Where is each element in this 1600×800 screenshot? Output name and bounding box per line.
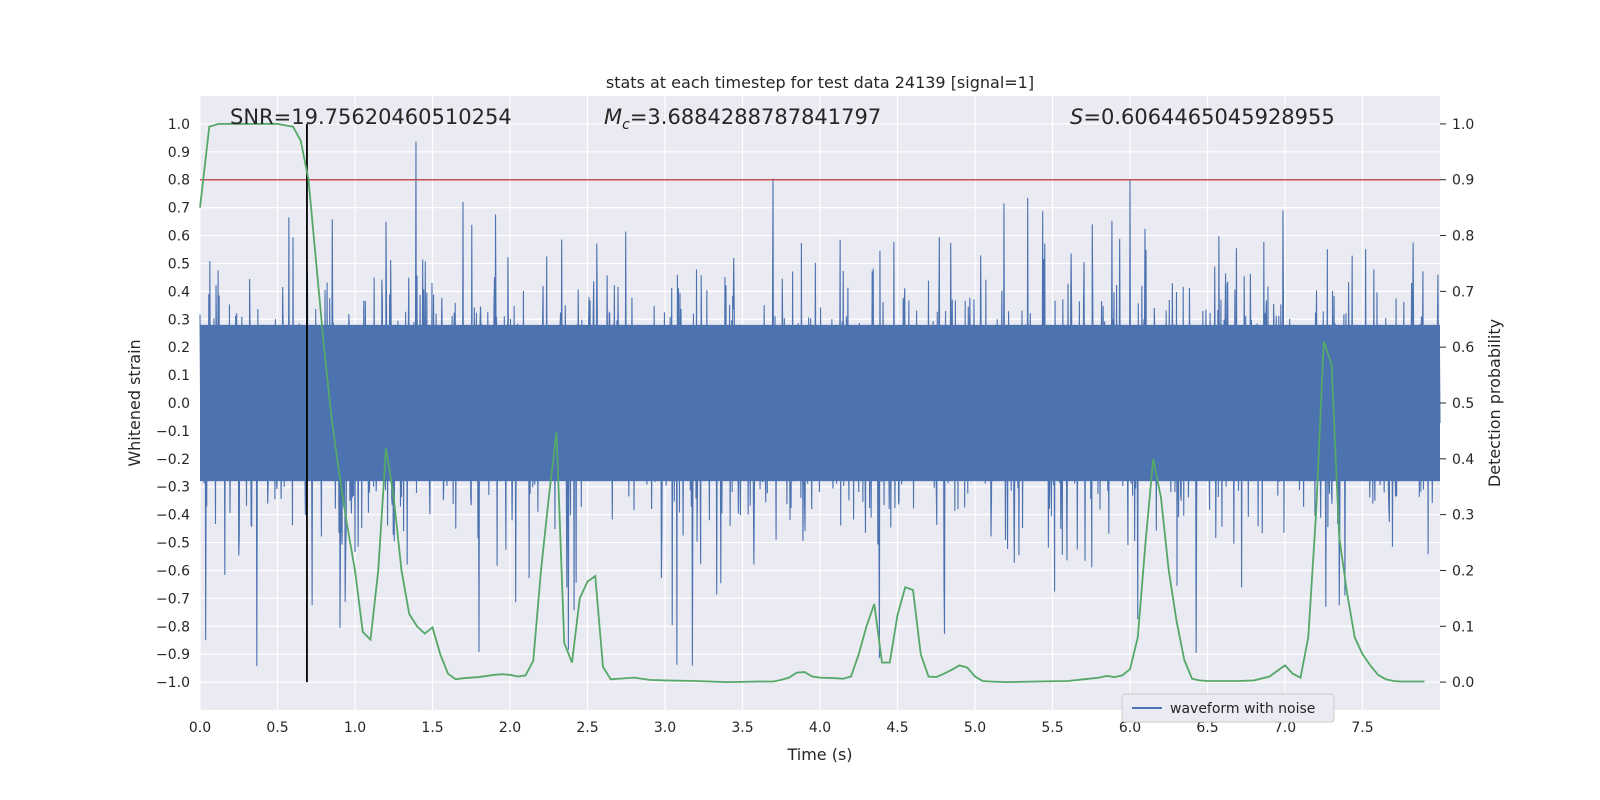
y-tick-label: −0.1 [156, 424, 190, 440]
x-tick-label: 2.0 [499, 720, 521, 736]
x-tick-label: 6.5 [1196, 720, 1218, 736]
y-tick-label: −0.8 [156, 619, 190, 635]
y-tick-label: −0.7 [156, 591, 190, 607]
x-tick-label: 3.5 [731, 720, 753, 736]
y-tick-label: −0.9 [156, 647, 190, 663]
x-tick-label: 4.0 [809, 720, 831, 736]
chirp-mass-symbol: M [604, 105, 622, 129]
y-axis-right-ticks: 1.0 0.9 0.8 0.7 0.6 0.5 0.4 0.3 0.2 0.1 0.0 [1440, 117, 1474, 691]
y-tick-label: 0.2 [168, 340, 190, 356]
chirp-mass-value: =3.6884288787841797 [630, 105, 881, 129]
x-tick-label: 3.0 [654, 720, 676, 736]
waveform-core-band [200, 324, 1440, 482]
x-tick-label: 7.0 [1274, 720, 1296, 736]
y2-tick-label: 0.8 [1452, 229, 1474, 245]
y2-tick-label: 0.7 [1452, 284, 1474, 300]
y-tick-label: 0.4 [168, 284, 190, 300]
y-tick-label: −0.6 [156, 563, 190, 579]
waveform-with-noise-series [199, 141, 1441, 666]
x-axis-ticks: 0.0 0.5 1.0 1.5 2.0 2.5 3.0 3.5 4.0 4.5 5.0 5.5 6.0 6… [189, 720, 1374, 736]
x-tick-label: 5.5 [1041, 720, 1063, 736]
s-annotation: S=0.6064465045928955 [1070, 105, 1335, 129]
chart-title: stats at each timestep for test data 241… [606, 73, 1034, 92]
y-axis-left-ticks: 1.0 0.9 0.8 0.7 0.6 0.5 0.4 0.3 0.2 0.1 0.0 −0.1 −0.… [156, 117, 190, 691]
y-tick-label: 0.6 [168, 229, 190, 245]
y-tick-label: −0.3 [156, 480, 190, 496]
x-tick-label: 4.5 [886, 720, 908, 736]
y-tick-label: −1.0 [156, 675, 190, 691]
y2-tick-label: 1.0 [1452, 117, 1474, 133]
y-axis-right-label: Detection probability [1485, 319, 1504, 487]
legend-box [1121, 693, 1335, 723]
y2-tick-label: 0.1 [1452, 619, 1474, 635]
y2-tick-label: 0.5 [1452, 396, 1474, 412]
chirp-mass-annotation: Mc=3.6884288787841797 [604, 105, 881, 133]
s-symbol: S [1070, 105, 1083, 129]
y2-tick-label: 0.9 [1452, 173, 1474, 189]
y-tick-label: −0.2 [156, 452, 190, 468]
y-tick-label: 0.1 [168, 368, 190, 384]
x-tick-label: 1.5 [421, 720, 443, 736]
y-tick-label: 0.9 [168, 145, 190, 161]
y-tick-label: 1.0 [168, 117, 190, 133]
y-tick-label: 0.5 [168, 256, 190, 272]
y2-tick-label: 0.3 [1452, 508, 1474, 524]
y2-tick-label: 0.4 [1452, 452, 1474, 468]
x-tick-label: 0.0 [189, 720, 211, 736]
y-tick-label: 0.7 [168, 201, 190, 217]
y-tick-label: −0.5 [156, 536, 190, 552]
legend: waveform with noise [1121, 693, 1335, 723]
y-tick-label: 0.3 [168, 312, 190, 328]
x-tick-label: 7.5 [1351, 720, 1373, 736]
y2-tick-label: 0.6 [1452, 340, 1474, 356]
x-tick-label: 2.5 [576, 720, 598, 736]
x-axis-label: Time (s) [786, 745, 852, 764]
s-value: =0.6064465045928955 [1083, 105, 1334, 129]
x-tick-label: 1.0 [344, 720, 366, 736]
y-tick-label: 0.0 [168, 396, 190, 412]
y-tick-label: −0.4 [156, 508, 190, 524]
x-tick-label: 6.0 [1119, 720, 1141, 736]
legend-entry: waveform with noise [1170, 701, 1315, 717]
y-tick-label: 0.8 [168, 173, 190, 189]
x-tick-label: 0.5 [266, 720, 288, 736]
detection-probability-line [199, 123, 1425, 683]
x-tick-label: 5.0 [964, 720, 986, 736]
chirp-mass-subscript: c [622, 117, 630, 133]
y2-tick-label: 0.2 [1452, 563, 1474, 579]
snr-annotation: SNR=19.75620460510254 [230, 105, 512, 129]
y2-tick-label: 0.0 [1452, 675, 1474, 691]
y-axis-left-label: Whitened strain [125, 339, 144, 466]
